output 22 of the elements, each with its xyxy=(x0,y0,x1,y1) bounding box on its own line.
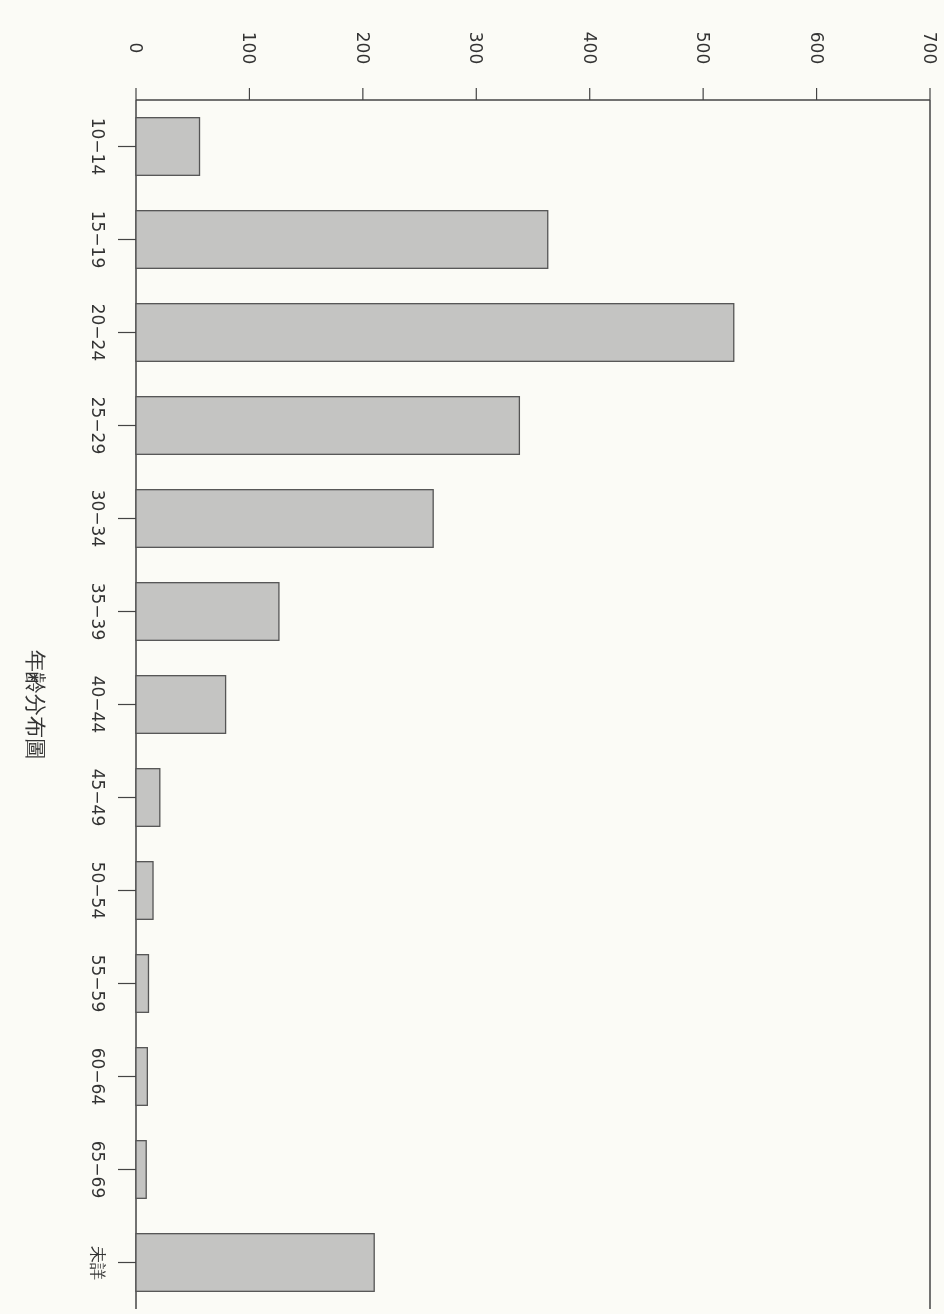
category-label: 45−49 xyxy=(88,768,108,827)
category-label: 50−54 xyxy=(88,861,108,920)
tick-label: 700 xyxy=(920,31,940,65)
category-label: 20−24 xyxy=(88,303,108,362)
category-label: 25−29 xyxy=(88,396,108,455)
category-label: 60−64 xyxy=(88,1047,108,1106)
tick-label: 500 xyxy=(693,31,714,65)
category-label: 65−69 xyxy=(88,1140,108,1199)
category-label: 55−59 xyxy=(88,954,108,1013)
tick-label: 300 xyxy=(466,31,487,65)
title: 年齢分布圖 xyxy=(22,649,48,760)
category-label: 35−39 xyxy=(88,582,108,641)
category-label: 40−44 xyxy=(88,675,108,734)
category-label: 未詳 xyxy=(88,1245,108,1280)
tick-label: 400 xyxy=(579,31,600,65)
category-label: 10−14 xyxy=(88,117,108,176)
tick-label: 100 xyxy=(239,31,260,65)
tick-label: 200 xyxy=(352,31,373,65)
category-label: 15−19 xyxy=(88,210,108,269)
tick-label: 0 xyxy=(126,42,146,54)
tick-label: 600 xyxy=(806,31,827,65)
category-label: 30−34 xyxy=(88,489,108,548)
